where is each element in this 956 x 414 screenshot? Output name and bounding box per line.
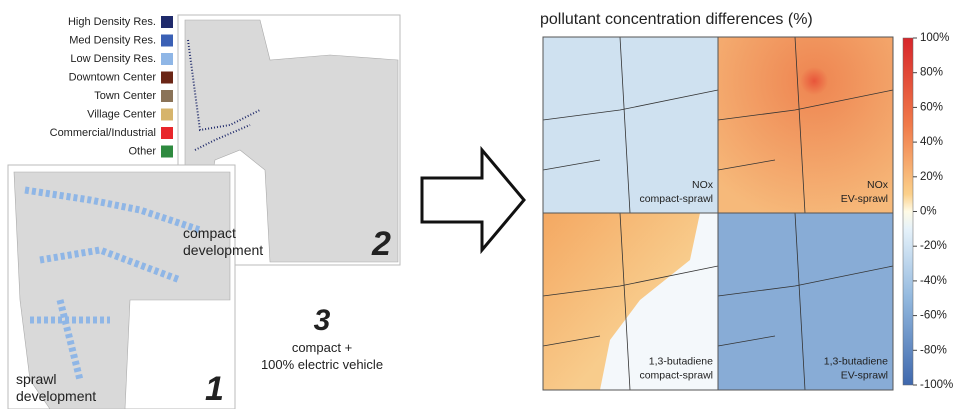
map-number: 1 — [205, 370, 224, 408]
colorbar-label: 0% — [920, 206, 937, 218]
panel-pollutant: 1,3-butadiene — [824, 356, 888, 368]
legend-swatch — [161, 127, 173, 139]
map-number: 2 — [371, 225, 391, 263]
legend-label: Med Density Res. — [69, 34, 156, 46]
map-label: compact + — [292, 340, 352, 355]
legend-label: High Density Res. — [68, 16, 156, 28]
legend-swatch — [161, 16, 173, 28]
map-label: 100% electric vehicle — [261, 357, 383, 372]
legend-label: Other — [128, 145, 156, 157]
colorbar-label: -40% — [920, 275, 947, 287]
panels-title: pollutant concentration differences (%) — [540, 11, 813, 28]
colorbar-label: -20% — [920, 240, 947, 252]
colorbar-label: 40% — [920, 136, 943, 148]
legend-label: Commercial/Industrial — [50, 127, 156, 139]
colorbar-label: 20% — [920, 171, 943, 183]
map-label: development — [183, 242, 263, 258]
legend-label: Downtown Center — [69, 71, 157, 83]
map-label: sprawl — [16, 371, 56, 387]
colorbar-label: 80% — [920, 67, 943, 79]
legend-swatch — [161, 72, 173, 84]
panel-pollutant: NOx — [692, 179, 714, 191]
legend-label: Town Center — [94, 90, 156, 102]
colorbar — [903, 38, 913, 385]
legend-swatch — [161, 53, 173, 65]
panel-pollutant: NOx — [867, 179, 889, 191]
colorbar-label: -60% — [920, 310, 947, 322]
legend-label: Village Center — [87, 108, 156, 120]
panel-scenario: compact-sprawl — [639, 193, 713, 205]
legend-swatch — [161, 109, 173, 121]
panel-scenario: compact-sprawl — [639, 370, 713, 382]
legend-swatch — [161, 35, 173, 47]
legend-swatch — [161, 90, 173, 102]
panel-scenario: EV-sprawl — [841, 370, 888, 382]
map-label: compact — [183, 225, 236, 241]
legend-label: Low Density Res. — [70, 53, 156, 65]
colorbar-label: -100% — [920, 379, 953, 391]
colorbar-label: -80% — [920, 344, 947, 356]
map-label: development — [16, 388, 96, 404]
figure: pollutant concentration differences (%) … — [0, 0, 956, 409]
colorbar-label: 60% — [920, 101, 943, 113]
arrow — [422, 150, 524, 250]
legend-swatch — [161, 146, 173, 158]
panel-pollutant: 1,3-butadiene — [649, 356, 713, 368]
map-number: 3 — [314, 304, 331, 337]
panel-scenario: EV-sprawl — [841, 193, 888, 205]
colorbar-label: 100% — [920, 32, 949, 44]
